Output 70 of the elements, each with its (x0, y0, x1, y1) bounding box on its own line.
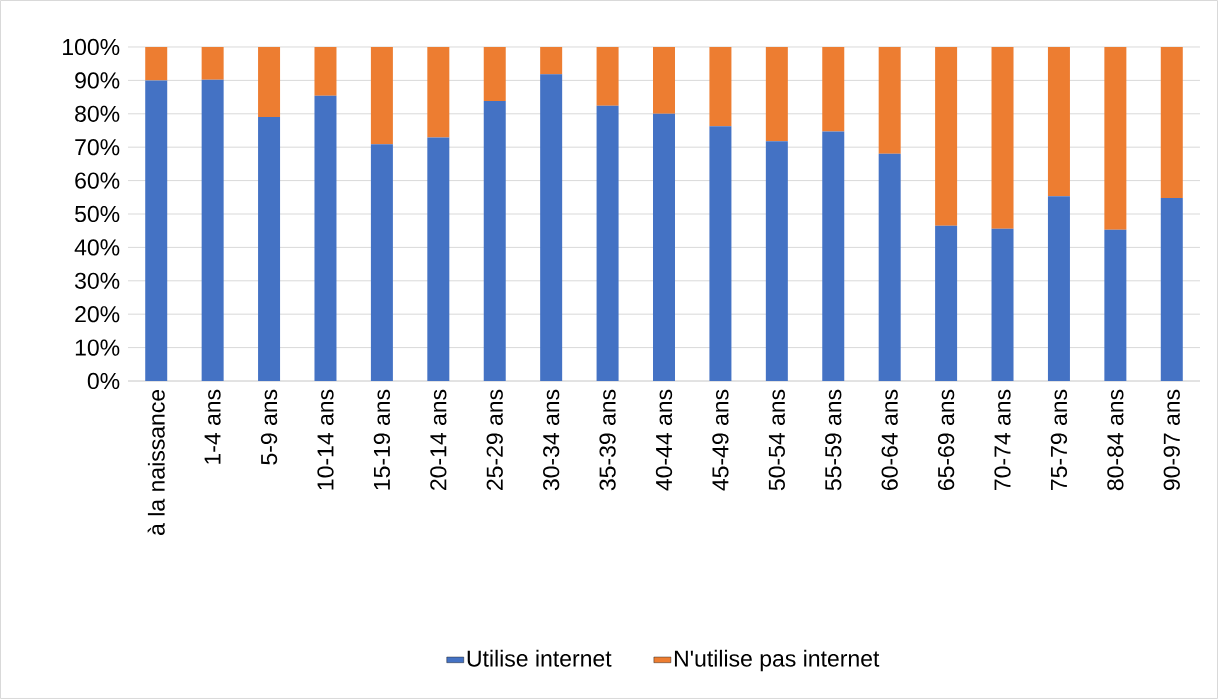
x-tick-label: 5-9 ans (260, 389, 278, 465)
bar (427, 46, 450, 138)
bar (935, 225, 958, 381)
bar (596, 46, 619, 106)
x-tick-label: 70-74 ans (994, 389, 1011, 490)
x-tick-label: 1-4 ans (204, 389, 221, 464)
bar (540, 46, 563, 75)
bar (201, 79, 224, 381)
legend-label: N'utilise pas internet (674, 649, 880, 672)
x-tick-label: 15-19 ans (373, 389, 391, 490)
x-tick-label: 25-29 ans (486, 389, 503, 490)
x-tick-label: 75-79 ans (1050, 389, 1068, 490)
bar (314, 95, 337, 381)
y-tick-label: 80% (75, 105, 120, 122)
bar (258, 46, 281, 118)
bar (935, 46, 958, 226)
bar (765, 141, 788, 381)
bar (483, 101, 506, 381)
x-tick-label: 45-49 ans (712, 389, 729, 491)
legend-label: Utilise internet (467, 649, 612, 667)
bar (1160, 46, 1183, 198)
y-tick-label: 60% (75, 172, 120, 189)
x-tick-label: 50-54 ans (768, 389, 785, 491)
bar (822, 46, 845, 132)
x-tick-label: 60-64 ans (881, 389, 898, 490)
bar (596, 105, 619, 381)
bar (878, 46, 901, 154)
bar (1104, 46, 1127, 230)
y-tick-label: 0% (87, 372, 120, 390)
bar (1160, 197, 1183, 381)
y-tick-label: 30% (74, 272, 120, 289)
x-tick-label: 40-44 ans (655, 389, 673, 491)
bar (653, 113, 675, 381)
bar (483, 46, 506, 102)
bar (201, 46, 224, 80)
bar (258, 117, 281, 381)
y-tick-label: 90% (75, 72, 120, 89)
bar (540, 74, 563, 381)
bar (1047, 196, 1070, 381)
y-tick-label: 50% (75, 205, 120, 223)
x-tick-label: 55-59 ans (825, 389, 842, 491)
bar (1104, 229, 1127, 381)
y-tick-label: 40% (74, 239, 120, 256)
bar (653, 46, 675, 114)
x-tick-label: 90-97 ans (1163, 389, 1180, 491)
bar (878, 153, 901, 381)
y-tick-label: 20% (75, 306, 120, 323)
bar (765, 46, 788, 142)
x-tick-label: 10-14 ans (317, 389, 334, 490)
bar (991, 46, 1014, 229)
x-tick-label: à la naissance (147, 389, 165, 535)
bar (145, 46, 168, 81)
bar (991, 228, 1014, 381)
bar (709, 126, 732, 381)
bar (145, 80, 168, 381)
bar (370, 46, 393, 145)
bar (427, 137, 450, 381)
bar (314, 46, 337, 96)
x-tick-label: 65-69 ans (937, 389, 955, 490)
x-tick-label: 80-84 ans (1107, 389, 1124, 491)
bar (822, 131, 845, 381)
bar (1047, 46, 1070, 197)
x-tick-label: 30-34 ans (543, 389, 560, 491)
y-tick-label: 70% (75, 139, 120, 156)
x-tick-label: 20-14 ans (430, 389, 447, 490)
y-tick-label: 10% (75, 339, 120, 356)
y-tick-label: 100% (63, 38, 120, 56)
x-tick-label: 35-39 ans (599, 389, 616, 491)
bar (370, 144, 393, 381)
bar (709, 46, 732, 127)
